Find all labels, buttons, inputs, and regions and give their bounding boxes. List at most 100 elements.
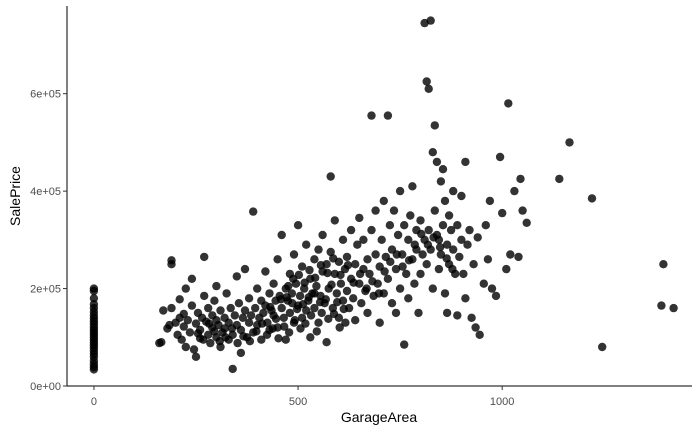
data-point — [349, 294, 358, 303]
data-point — [386, 257, 395, 266]
data-point — [245, 337, 255, 346]
data-point — [177, 335, 186, 344]
data-point — [355, 213, 364, 223]
data-point — [362, 284, 371, 293]
data-point — [310, 289, 319, 298]
data-point — [266, 302, 275, 312]
data-point — [359, 235, 368, 244]
data-point — [355, 269, 365, 279]
data-point — [342, 286, 352, 296]
data-point — [363, 255, 372, 264]
data-point — [206, 338, 215, 348]
data-point — [404, 294, 413, 303]
data-point — [428, 284, 437, 293]
data-point — [183, 316, 192, 325]
data-point — [487, 284, 497, 293]
data-point — [284, 328, 294, 337]
data-point — [498, 208, 507, 218]
data-point — [669, 303, 678, 313]
data-point — [293, 221, 303, 230]
data-point — [234, 299, 244, 308]
data-point — [353, 240, 362, 249]
y-axis-title: SalePrice — [7, 166, 23, 226]
data-point — [442, 240, 452, 249]
data-point — [321, 295, 330, 304]
data-point — [236, 325, 246, 335]
data-point — [393, 230, 403, 240]
data-point — [288, 299, 297, 308]
data-point — [516, 174, 525, 184]
data-point — [244, 294, 254, 303]
data-point — [346, 225, 356, 235]
data-point — [240, 306, 250, 315]
data-point — [204, 303, 213, 313]
data-point — [193, 329, 203, 338]
data-point — [244, 318, 254, 327]
data-point — [598, 342, 607, 352]
data-point — [310, 303, 319, 313]
data-point — [289, 250, 299, 259]
data-point — [281, 335, 290, 344]
x-tick-label: 1000 — [490, 396, 514, 408]
data-point — [436, 177, 446, 186]
data-point — [416, 269, 425, 279]
data-point — [426, 16, 435, 25]
data-point — [510, 186, 519, 196]
data-point — [336, 279, 346, 288]
data-point — [324, 314, 333, 323]
data-point — [306, 311, 316, 320]
y-tick-label: 2e+05 — [30, 284, 61, 296]
data-point — [449, 186, 458, 196]
data-point — [277, 230, 286, 240]
data-point — [417, 229, 426, 239]
data-point — [469, 260, 478, 269]
data-point — [285, 308, 295, 318]
data-point — [432, 157, 442, 167]
data-point — [351, 260, 360, 269]
data-point — [395, 186, 405, 196]
data-point — [330, 216, 339, 225]
data-point — [587, 194, 597, 203]
data-point — [191, 352, 201, 361]
data-point — [414, 308, 423, 318]
data-point — [389, 206, 399, 215]
data-point — [314, 245, 323, 254]
x-tick-label: 0 — [91, 396, 97, 408]
data-point — [273, 255, 282, 264]
data-point — [449, 245, 458, 254]
data-point — [424, 225, 433, 235]
data-point — [444, 211, 454, 220]
data-point — [259, 308, 268, 318]
data-point — [269, 279, 278, 288]
data-point — [89, 365, 99, 374]
data-point — [294, 270, 304, 280]
data-point — [253, 284, 262, 293]
data-point — [342, 252, 352, 262]
data-point — [461, 294, 470, 303]
data-point — [416, 216, 425, 225]
data-point — [187, 301, 197, 310]
data-point — [279, 313, 288, 322]
data-point — [312, 327, 321, 336]
data-point — [323, 268, 332, 278]
data-point — [461, 157, 470, 167]
data-point — [300, 278, 309, 287]
data-point — [332, 289, 341, 298]
data-point — [343, 261, 353, 270]
data-point — [89, 294, 99, 303]
data-point — [367, 225, 376, 235]
data-point — [327, 280, 336, 289]
data-point — [212, 281, 221, 291]
data-point — [430, 121, 439, 130]
data-point — [261, 267, 270, 276]
data-point — [357, 299, 366, 308]
data-point — [189, 345, 199, 354]
data-point — [326, 172, 335, 181]
data-point — [228, 330, 237, 339]
data-point — [429, 233, 438, 242]
data-point — [475, 330, 484, 339]
data-point — [408, 182, 417, 191]
data-point — [204, 319, 214, 328]
data-point — [216, 306, 225, 315]
